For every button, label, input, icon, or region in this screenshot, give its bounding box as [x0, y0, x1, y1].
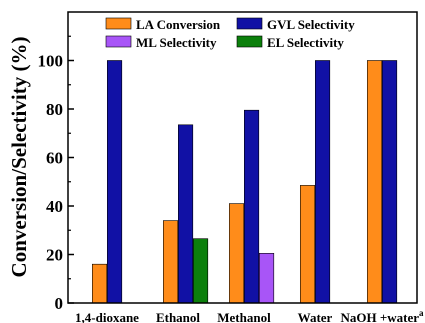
bar-gvl-selectivity-1-4-dioxane	[107, 60, 123, 304]
legend-label-la-conversion: LA Conversion	[136, 17, 221, 32]
bar-la-conversion-water	[299, 185, 316, 304]
legend-item-ml-selectivity: ML Selectivity	[105, 35, 217, 50]
bars	[92, 60, 398, 304]
legend-swatch-el-selectivity	[236, 35, 263, 48]
bar-gvl-selectivity-methanol	[244, 109, 260, 304]
legend-item-el-selectivity: EL Selectivity	[236, 35, 344, 50]
x-tick-label-ethanol: Ethanol	[156, 310, 200, 323]
y-tick-label-60: 60	[46, 149, 63, 168]
y-tick-label-40: 40	[46, 197, 63, 216]
legend-item-la-conversion: LA Conversion	[105, 17, 221, 32]
y-tick-label-20: 20	[46, 246, 63, 265]
x-tick-label-methanol: Methanol	[217, 310, 271, 323]
bar-ml-selectivity-methanol	[258, 253, 275, 304]
legend: LA Conversion GVL Selectivity ML Selectivi…	[105, 17, 355, 50]
bar-el-selectivity-ethanol	[193, 238, 209, 304]
y-axis-label: Conversion/Selectivity (%)	[7, 37, 31, 278]
legend-swatch-la-conversion	[105, 17, 132, 30]
bar-gvl-selectivity-ethanol	[178, 124, 194, 304]
x-tick-label-water: Water	[298, 310, 333, 323]
legend-label-gvl-selectivity: GVL Selectivity	[267, 17, 355, 32]
legend-swatch-ml-selectivity	[105, 35, 132, 48]
bar-la-conversion-1-4-dioxane	[92, 263, 108, 304]
x-axis-labels: 1,4-dioxane Ethanol Methanol Water NaOH +wat…	[75, 308, 424, 323]
bar-gvl-selectivity-water	[314, 60, 331, 304]
bar-la-conversion-methanol	[229, 203, 245, 304]
legend-swatch-gvl-selectivity	[236, 17, 263, 30]
y-axis-ticks: 0 20 40 60 80 100	[38, 35, 74, 313]
legend-label-ml-selectivity: ML Selectivity	[136, 35, 217, 50]
plot-frame	[67, 11, 418, 304]
legend-item-gvl-selectivity: GVL Selectivity	[236, 17, 355, 32]
y-tick-label-0: 0	[55, 294, 64, 313]
bar-gvl-selectivity-naoh-water	[381, 60, 398, 304]
legend-label-el-selectivity: EL Selectivity	[267, 35, 344, 50]
bar-la-conversion-naoh-water	[366, 60, 383, 304]
x-tick-label-1-4-dioxane: 1,4-dioxane	[75, 310, 139, 323]
y-tick-label-80: 80	[46, 100, 63, 119]
y-tick-label-100: 100	[38, 52, 64, 71]
x-tick-label-naoh-water: NaOH +watera	[340, 308, 424, 323]
bar-la-conversion-ethanol	[163, 220, 179, 304]
